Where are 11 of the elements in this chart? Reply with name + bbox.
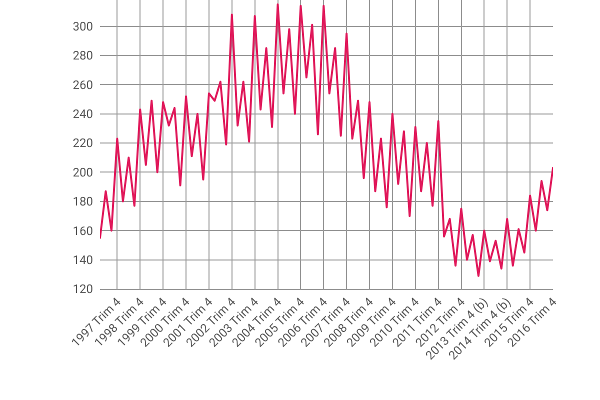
y-tick-label: 200 <box>72 165 94 180</box>
y-tick-label: 160 <box>72 224 94 238</box>
line-series <box>100 3 553 277</box>
y-tick-label: 240 <box>72 107 94 122</box>
y-tick-label: 260 <box>72 78 94 92</box>
y-tick-label: 280 <box>72 48 94 63</box>
y-tick-label: 120 <box>72 282 94 296</box>
y-tick-label: 140 <box>72 253 94 268</box>
y-tick-label: 220 <box>72 136 94 150</box>
y-tick-label: 180 <box>72 194 94 209</box>
y-tick-label: 300 <box>72 19 94 34</box>
